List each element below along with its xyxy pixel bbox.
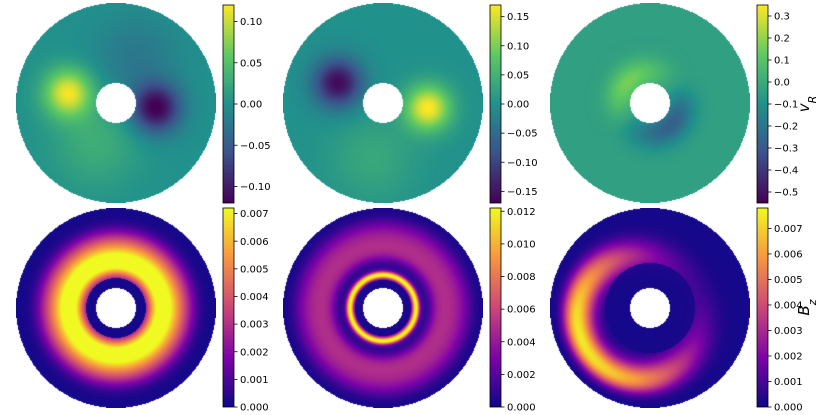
colorbar-tick-label: 0.15 (507, 12, 529, 23)
colorbar-5 (489, 207, 502, 408)
colorbar-tick-label: 0.00 (507, 100, 529, 111)
colorbar-tick-label: 0.10 (507, 41, 529, 52)
colorbar-tick-label: 0.001 (774, 377, 803, 388)
colorbar-tick-label: 0.002 (774, 352, 803, 363)
colorbar-tick-label: 0.0 (774, 78, 790, 89)
colorbar-tick-label: 0.005 (774, 275, 803, 286)
colorbar-tick-label: 0.05 (240, 58, 262, 69)
annulus-panel-5 (283, 208, 483, 408)
colorbar-tick-label: 0.012 (507, 207, 536, 218)
colorbar-4 (222, 207, 235, 408)
colorbar-tick-label: 0.00 (240, 100, 262, 111)
colorbar-tick-label: −0.05 (240, 141, 271, 152)
colorbar-tick-label: 0.007 (774, 224, 803, 235)
colorbar-6 (756, 207, 769, 408)
annulus-panel-6 (550, 208, 750, 408)
annulus-panel-3 (550, 3, 750, 203)
colorbar-tick-label: 0.000 (240, 403, 269, 414)
colorbar-tick-label: −0.05 (507, 129, 538, 140)
colorbar-tick-label: 0.002 (240, 347, 269, 358)
colorbar-tick-label: 0.004 (774, 301, 803, 312)
colorbar-tick-label: −0.10 (240, 182, 271, 193)
colorbar-tick-label: −0.3 (774, 144, 798, 155)
colorbar-tick-label: −0.10 (507, 158, 538, 169)
colorbar-tick-label: 0.10 (240, 17, 262, 28)
colorbar-tick-label: 0.001 (240, 375, 269, 386)
colorbar-tick-label: 0.004 (240, 292, 269, 303)
annulus-panel-4 (16, 208, 216, 408)
colorbar-tick-label: 0.000 (507, 403, 536, 414)
colorbar-tick-label: −0.5 (774, 188, 798, 199)
colorbar-tick-label: 0.007 (240, 209, 269, 220)
colorbar-tick-label: 0.005 (240, 264, 269, 275)
colorbar-tick-label: 0.000 (774, 403, 803, 414)
colorbar-tick-label: 0.2 (774, 34, 790, 45)
colorbar-tick-label: 0.008 (507, 272, 536, 283)
colorbar-3 (756, 4, 769, 204)
colorbar-tick-label: 0.006 (774, 250, 803, 261)
colorbar-tick-label: 0.003 (240, 320, 269, 331)
colorbar-tick-label: 0.002 (507, 370, 536, 381)
colorbar-tick-label: 0.1 (774, 56, 790, 67)
colorbar-tick-label: −0.2 (774, 122, 798, 133)
annulus-panel-1 (16, 3, 216, 203)
colorbar-tick-label: −0.1 (774, 100, 798, 111)
colorbar-tick-label: 0.05 (507, 70, 529, 81)
colorbar-tick-label: −0.15 (507, 187, 538, 198)
colorbar-tick-label: 0.003 (774, 326, 803, 337)
colorbar-1 (222, 4, 235, 204)
colorbar-axis-label: vR (795, 96, 819, 113)
colorbar-tick-label: 0.010 (507, 239, 536, 250)
colorbar-2 (489, 4, 502, 204)
annulus-panel-2 (283, 3, 483, 203)
colorbar-tick-label: 0.006 (507, 305, 536, 316)
colorbar-tick-label: 0.004 (507, 337, 536, 348)
colorbar-tick-label: 0.006 (240, 237, 269, 248)
colorbar-tick-label: 0.3 (774, 12, 790, 23)
colorbar-tick-label: −0.4 (774, 166, 798, 177)
